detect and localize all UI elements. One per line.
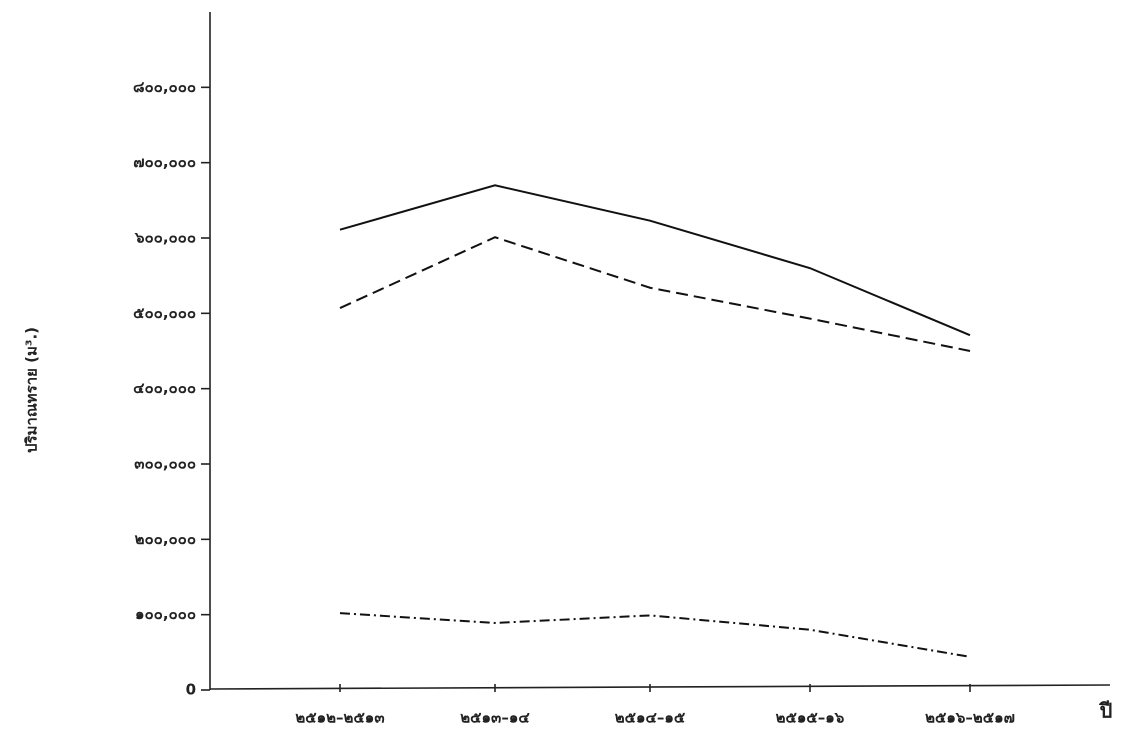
y-tick-label: ๕๐๐,๐๐๐	[133, 304, 196, 322]
y-tick-label: ๖๐๐,๐๐๐	[134, 229, 196, 247]
y-axis-label: ปริมาณทราย (ม³.)	[23, 327, 41, 453]
x-tick-label: ๒๕๑๕–๑๖	[776, 709, 845, 727]
y-tick-label: ๔๐๐,๐๐๐	[133, 379, 196, 397]
y-tick-label: ๒๐๐,๐๐๐	[135, 530, 196, 548]
x-tick-label: ๒๕๑๔–๑๕	[615, 709, 686, 727]
x-axis-label: ปี	[1098, 699, 1112, 723]
x-tick-label: ๒๕๑๖–๒๕๑๗	[925, 709, 1015, 727]
data-line	[339, 184, 971, 337]
y-tick-label: ๘๐๐,๐๐๐	[133, 78, 196, 96]
x-axis	[209, 684, 1111, 690]
data-line	[339, 612, 971, 658]
y-tick-label: ๓๐๐,๐๐๐	[134, 455, 196, 473]
y-tick-label: ๑๐๐,๐๐๐	[135, 605, 196, 623]
y-tick-label: ๗๐๐,๐๐๐	[133, 153, 196, 171]
x-tick-label: ๒๕๑๒–๒๕๑๓	[295, 709, 384, 727]
y-tick-label: 0	[186, 681, 196, 699]
x-tick-label: ๒๕๑๓–๑๔	[460, 709, 530, 727]
data-line	[339, 236, 971, 352]
